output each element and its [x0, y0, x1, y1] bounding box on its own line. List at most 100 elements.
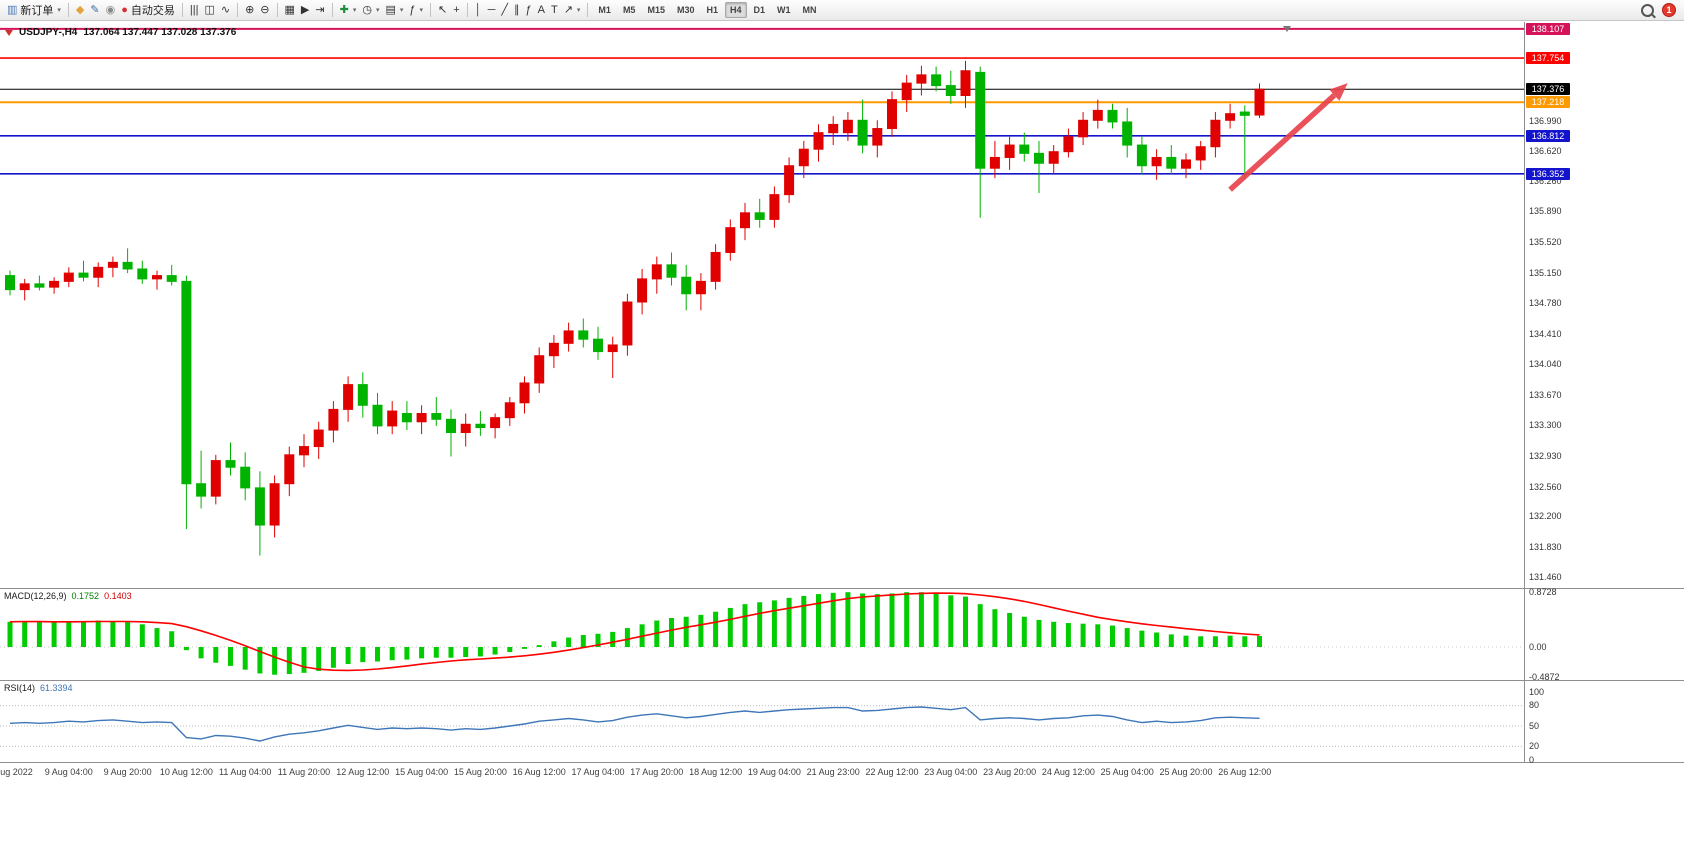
fibonacci-button[interactable]: ƒ — [522, 1, 534, 19]
candle — [357, 372, 368, 418]
templates-button[interactable]: ▤ ▾ — [382, 1, 406, 19]
styler-button[interactable]: ◆ — [73, 1, 87, 19]
macd-histogram-bar — [286, 647, 292, 675]
price-label-137.376[interactable]: 137.376 — [1526, 83, 1570, 96]
new-order-button-label: 新订单 — [20, 5, 54, 17]
macd-histogram-bar — [81, 621, 86, 647]
price-tick: 131.460 — [1529, 572, 1562, 583]
candle — [372, 392, 383, 435]
notification-badge[interactable]: 1 — [1662, 3, 1676, 17]
candle — [1063, 128, 1074, 158]
candle — [387, 401, 398, 435]
horizontal-line-button[interactable]: ─ — [485, 1, 499, 19]
candle — [181, 275, 192, 530]
label-button[interactable]: T — [548, 1, 561, 19]
timeframe-m5[interactable]: M5 — [622, 5, 636, 15]
chart-candles-icon: ◫ — [204, 3, 215, 16]
candle — [1195, 140, 1206, 170]
candle — [460, 413, 471, 447]
metaeditor-button[interactable]: ✎ — [87, 1, 102, 19]
toolbar-separator — [587, 3, 589, 17]
templates-icon: ▤ — [385, 3, 396, 16]
tile-windows-button[interactable]: ▦ — [282, 1, 298, 19]
macd-histogram-bar — [507, 647, 513, 653]
search-icon[interactable] — [1641, 3, 1654, 17]
periods-button[interactable]: ◷ ▾ — [359, 1, 382, 19]
fibonacci-icon: ƒ — [525, 3, 532, 16]
candle — [1078, 112, 1089, 146]
candle-body — [769, 194, 780, 220]
candle — [1092, 99, 1103, 129]
zoom-out-button[interactable]: ⊖ — [257, 1, 272, 19]
vertical-line-icon: │ — [474, 3, 482, 16]
chart-shift-marker[interactable] — [1283, 26, 1291, 32]
macd-histogram-bar — [889, 593, 895, 647]
macd-main-value: 0.1752 — [71, 591, 100, 601]
candle-body — [607, 344, 618, 353]
macd-rsi-divider[interactable] — [0, 680, 1684, 681]
macd-histogram-bar — [698, 614, 704, 647]
chart-line-button[interactable]: ∿ — [218, 1, 233, 19]
price-label-137.218[interactable]: 137.218 — [1526, 96, 1570, 109]
new-chart-icon: ✚ — [339, 3, 349, 16]
candle-body — [1063, 136, 1074, 153]
candle-body — [504, 402, 515, 419]
indicators-button[interactable]: ƒ ▾ — [406, 1, 426, 19]
macd-histogram-bar — [1154, 632, 1160, 647]
time-axis-label: 25 Aug 20:00 — [1159, 767, 1213, 777]
arrows-button[interactable]: ↗ ▾ — [561, 1, 584, 19]
chart-candles-button[interactable]: ◫ — [201, 1, 217, 19]
macd-histogram-bar — [1183, 635, 1189, 647]
time-axis-label: 23 Aug 20:00 — [983, 767, 1037, 777]
time-axis-label: 24 Aug 12:00 — [1041, 767, 1095, 777]
trendline-button[interactable]: ╱ — [498, 1, 511, 19]
text-button[interactable]: A — [535, 1, 548, 19]
candle — [1210, 112, 1221, 158]
candle — [901, 74, 912, 113]
chart-shift-button[interactable]: ⇥ — [312, 1, 327, 19]
main-macd-divider[interactable] — [0, 588, 1684, 589]
price-tick: 136.620 — [1529, 146, 1562, 157]
macd-histogram-bar — [1021, 616, 1027, 647]
macd-histogram-bar — [125, 621, 131, 647]
chart-bars-button[interactable]: ||| — [187, 1, 202, 19]
candle-body — [446, 418, 456, 434]
cursor-button[interactable]: ↖ — [435, 1, 450, 19]
candle-body — [19, 283, 30, 291]
timeframe-w1[interactable]: W1 — [777, 5, 791, 15]
macd-histogram-bar — [169, 631, 175, 647]
timeframe-mn[interactable]: MN — [802, 5, 817, 15]
candle — [784, 157, 795, 203]
timeframe-m1[interactable]: M1 — [598, 5, 611, 15]
timeframe-m15[interactable]: M15 — [647, 5, 665, 15]
chart-shift-icon: ⇥ — [315, 3, 325, 16]
price-label-136.812[interactable]: 136.812 — [1526, 129, 1570, 142]
trendline-icon: ╱ — [501, 3, 508, 16]
time-axis-label: 11 Aug 20:00 — [277, 767, 331, 777]
new-chart-button[interactable]: ✚ ▾ — [337, 1, 360, 19]
crosshair-button[interactable]: + — [450, 1, 462, 19]
autoscroll-button[interactable]: ▶ — [298, 1, 312, 19]
candle-body — [254, 487, 265, 526]
candle — [1048, 145, 1059, 174]
timeframe-m30[interactable]: M30 — [676, 5, 695, 15]
timeframe-d1[interactable]: D1 — [753, 5, 766, 15]
timeframe-h1[interactable]: H1 — [706, 5, 718, 15]
timeframe-h4[interactable]: H4 — [725, 2, 747, 18]
price-label-138.107[interactable]: 138.107 — [1526, 22, 1570, 35]
candle-body — [475, 423, 486, 429]
trend-arrow-annotation[interactable] — [1228, 83, 1348, 192]
candle-body — [1166, 156, 1177, 169]
candle-body — [887, 99, 897, 130]
mql5-community-button[interactable]: ◉ — [103, 1, 119, 19]
price-label-136.352[interactable]: 136.352 — [1526, 167, 1570, 180]
zoom-in-button[interactable]: ⊕ — [242, 1, 257, 19]
candle-body — [1151, 156, 1162, 167]
autotrade-button[interactable]: ● 自动交易 — [118, 1, 178, 19]
vertical-line-button[interactable]: │ — [472, 1, 485, 19]
price-label-137.754[interactable]: 137.754 — [1526, 52, 1570, 64]
macd-histogram-bar — [213, 647, 219, 663]
new-order-button[interactable]: ▥ 新订单 ▾ — [4, 1, 64, 19]
candle — [490, 413, 501, 439]
channel-button[interactable]: ∥ — [511, 1, 523, 19]
